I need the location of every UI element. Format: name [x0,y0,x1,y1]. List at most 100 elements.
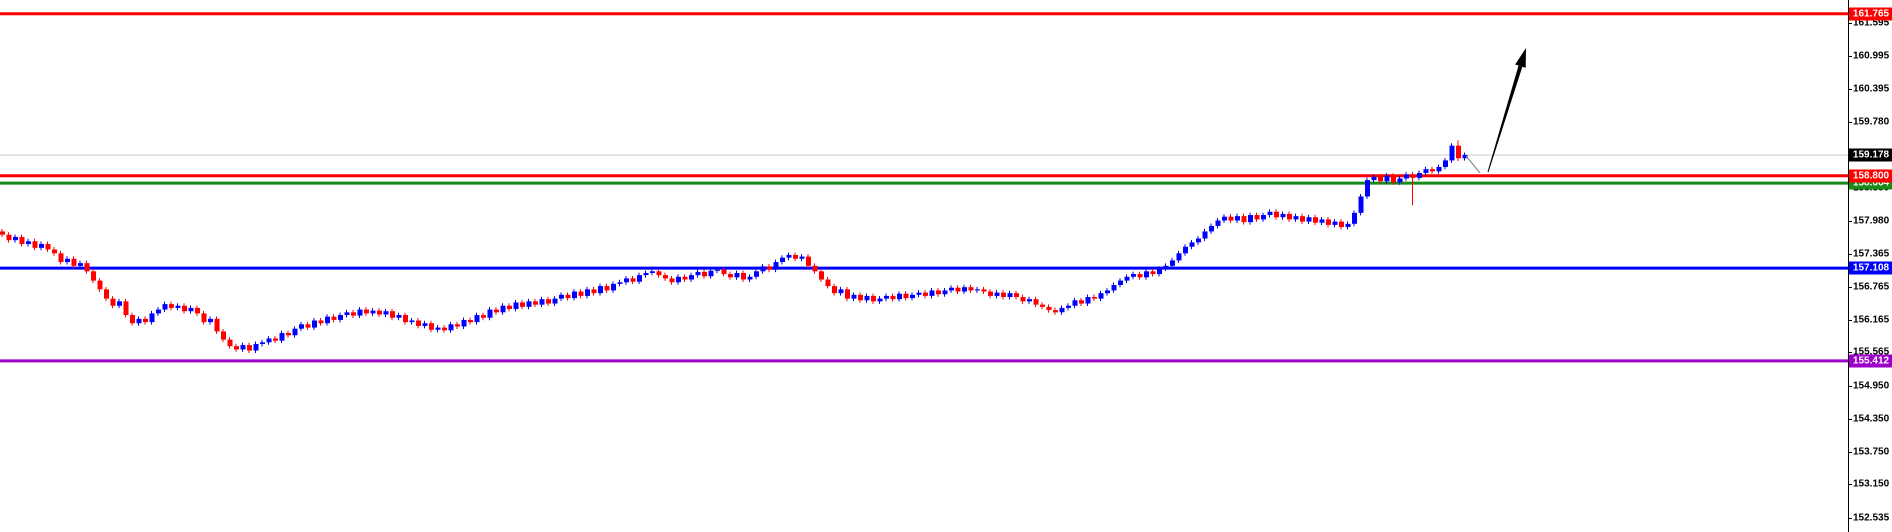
dip-projection-line[interactable] [1465,155,1481,174]
candle-body [845,289,850,299]
candle-body [1384,175,1390,182]
candle-body [325,316,330,324]
candle-body [1170,260,1175,266]
candle-body [143,318,148,323]
axis-tick-label: 153.750 [1853,446,1890,458]
axis-tick-label: 156.765 [1853,281,1890,293]
candle-body [169,304,174,308]
current-price-badge: 159.178 [1849,148,1892,162]
axis-tick-label: 161.595 [1853,17,1890,29]
candle-body [1397,178,1403,183]
axis-tick-mark [1849,320,1852,321]
arrow-shaft[interactable] [1487,65,1523,173]
candle-body [1098,293,1104,299]
candle-body [1027,299,1032,302]
candle-body [247,345,252,351]
candle-body [344,312,350,316]
candle-body [1313,217,1318,223]
candle-body [552,298,558,304]
candle-body [1053,310,1058,313]
candle-body [689,275,694,280]
candle-body [858,294,863,301]
candle-body [968,287,974,291]
candle-body [234,346,239,350]
candle-body [728,274,733,278]
chart-surface[interactable] [0,0,1848,532]
candle-body [1157,268,1162,275]
candle-body [1241,216,1247,223]
candle-body [383,311,389,315]
candle-body [1365,180,1370,197]
candle-body [338,315,343,320]
candle-body [708,270,714,277]
candle-body [71,258,77,266]
candle-body [923,292,928,296]
candle-body [260,342,265,344]
candle-body [162,304,168,310]
axis-tick-mark [1849,386,1852,387]
candle-body [656,271,662,276]
candle-body [682,276,688,280]
candle-body [6,234,12,241]
candle-body [1020,296,1026,302]
candle-body [695,271,701,276]
candle-body [507,305,512,310]
candle-body [994,292,1000,296]
candle-body [1378,176,1383,182]
candle-body [838,289,844,294]
axis-tick-label: 159.780 [1853,116,1890,128]
candle-body [1261,215,1266,220]
candle-body [890,295,896,300]
candle-body [351,312,356,316]
candle-body [227,339,233,347]
candle-body [741,272,746,280]
candle-body [1345,223,1351,228]
candle-body [916,292,922,295]
candle-body [754,271,759,277]
price-axis[interactable]: 161.595160.995160.395159.780158.580157.9… [1848,0,1892,532]
candle-body [851,294,857,299]
candle-body [487,309,493,318]
candle-body [1456,145,1461,159]
axis-tick-label: 155.565 [1853,346,1890,358]
candle-body [1040,304,1045,307]
candle-body [26,241,31,245]
candle-body [110,298,116,306]
candle-body [1404,174,1409,179]
candle-body [364,309,369,314]
candle-body [130,315,135,324]
candle-body [461,319,467,327]
candle-body [1176,253,1182,261]
price-badge-resistance-near: 158.800 [1849,169,1892,183]
candle-body [409,320,415,323]
candle-body [52,249,57,254]
candle-body [819,271,824,280]
candle-body [806,256,811,266]
candle-body [1033,299,1039,305]
candle-body [637,275,642,282]
arrow-head[interactable] [1515,48,1526,68]
axis-tick-label: 153.150 [1853,478,1890,490]
candle-body [182,305,187,312]
candle-body [1092,296,1097,299]
candle-body [1085,296,1091,304]
candle-body [1196,238,1201,243]
candle-body [572,291,577,299]
axis-tick-mark [1849,352,1852,353]
axis-tick-label: 154.950 [1853,380,1890,392]
candle-body [1358,196,1364,213]
trend-arrow-annotation[interactable] [1465,48,1526,174]
candle-body [1059,307,1065,313]
axis-tick-mark [1849,221,1852,222]
candle-body [526,301,532,307]
candle-body [136,318,142,324]
candle-body [1105,290,1110,294]
candle-body [734,272,740,278]
candle-body [897,293,902,300]
axis-tick-mark [1849,419,1852,420]
candle-body [643,272,649,276]
candle-body [604,286,610,291]
axis-tick-mark [1849,518,1852,519]
candle-body [455,324,460,327]
candle-body [1423,169,1429,173]
